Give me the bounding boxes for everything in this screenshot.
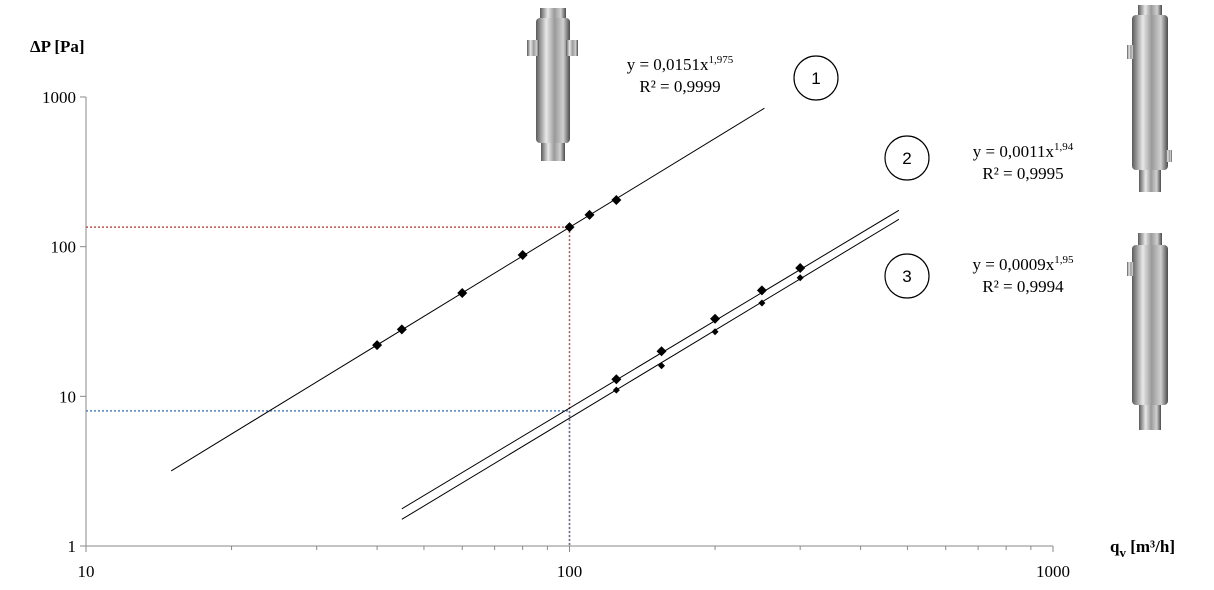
data-point <box>517 249 528 260</box>
y-axis-label: ΔP [Pa] <box>30 37 85 56</box>
series-name: 2 <box>902 149 911 168</box>
x-tick-label: 10 <box>78 562 95 581</box>
data-point <box>611 195 622 206</box>
equation-base: y = 0,0151x <box>627 55 709 74</box>
data-point <box>564 222 575 233</box>
series-badge <box>884 253 930 299</box>
x-tick-label: 1000 <box>1036 562 1070 581</box>
data-point <box>396 324 407 335</box>
data-point <box>612 386 620 394</box>
data-point <box>611 374 622 385</box>
data-point <box>710 313 721 324</box>
series-name: 3 <box>902 267 911 286</box>
r-squared: R² = 0,9994 <box>982 277 1064 296</box>
data-point <box>796 274 804 282</box>
data-point <box>584 209 595 220</box>
equation: y = 0,0011x1,94 <box>973 141 1074 161</box>
x-tick-label: 100 <box>557 562 583 581</box>
data-point <box>758 299 766 307</box>
trend-line <box>401 209 900 510</box>
x-label-main: q <box>1110 537 1120 556</box>
equation-exponent: 1,975 <box>709 54 734 66</box>
product-image-3 <box>1127 233 1168 430</box>
equation-exponent: 1,94 <box>1054 141 1074 153</box>
x-axis-label: qv [m³/h] <box>1110 537 1175 560</box>
r-squared: R² = 0,9995 <box>982 164 1063 183</box>
y-tick-label: 1000 <box>42 88 76 107</box>
trend-line <box>401 218 900 520</box>
y-tick-label: 100 <box>51 238 77 257</box>
x-label-sub: v <box>1119 545 1126 560</box>
data-point <box>372 340 383 351</box>
y-tick-label: 1 <box>68 537 77 556</box>
equation-base: y = 0,0009x <box>972 255 1054 274</box>
equation-base: y = 0,0011x <box>973 142 1055 161</box>
y-tick-label: 10 <box>59 387 76 406</box>
data-point <box>711 328 719 336</box>
data-point <box>795 263 806 274</box>
product-image-2 <box>1127 5 1172 192</box>
series-name: 1 <box>811 69 820 88</box>
data-point <box>656 346 667 357</box>
product-image-1 <box>527 8 578 161</box>
trend-line <box>170 107 765 472</box>
equation-exponent: 1,95 <box>1054 254 1074 266</box>
equation: y = 0,0009x1,95 <box>972 254 1074 274</box>
data-point <box>457 288 468 299</box>
data-point <box>756 285 767 296</box>
equation: y = 0,0151x1,975 <box>627 54 734 74</box>
guide <box>86 410 571 546</box>
series-badge <box>793 55 839 101</box>
x-label-unit: [m³/h] <box>1126 537 1175 556</box>
r-squared: R² = 0,9999 <box>639 77 720 96</box>
guide <box>86 226 571 546</box>
series-badge <box>884 135 930 181</box>
data-point <box>658 362 666 370</box>
